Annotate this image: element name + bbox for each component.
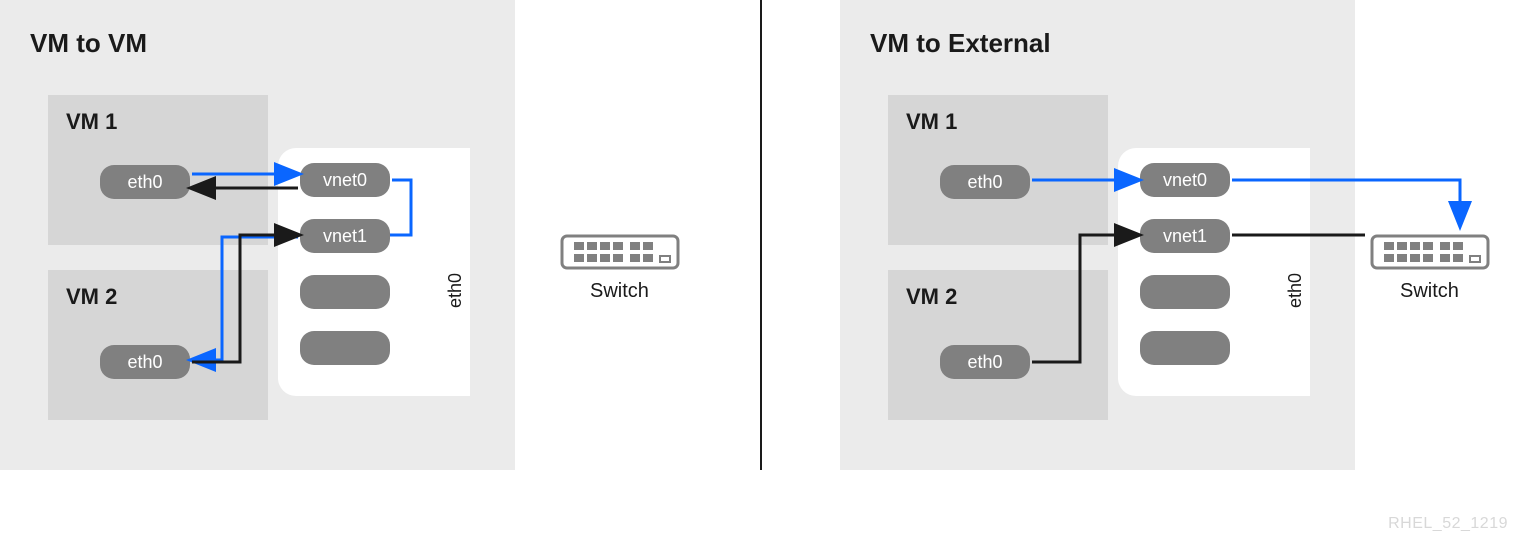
vnet1-left: vnet1: [300, 219, 390, 253]
stub2-left: [300, 331, 390, 365]
switch-icon-left: [560, 228, 680, 276]
vm2-label-left: VM 2: [66, 284, 117, 310]
panel-vm-to-external: VM to External VM 1 eth0 VM 2 eth0 eth0 …: [760, 0, 1520, 541]
vm2-eth0-left: eth0: [100, 345, 190, 379]
stub1-right: [1140, 275, 1230, 309]
vm1-label-left: VM 1: [66, 109, 117, 135]
vm1-eth0-right: eth0: [940, 165, 1030, 199]
title-right: VM to External: [870, 28, 1051, 59]
bridge-eth0-label-right: eth0: [1285, 273, 1306, 308]
vm1-eth0-left: eth0: [100, 165, 190, 199]
switch-icon-right: [1370, 228, 1490, 276]
vm2-eth0-right: eth0: [940, 345, 1030, 379]
stub2-right: [1140, 331, 1230, 365]
stub1-left: [300, 275, 390, 309]
vm1-label-right: VM 1: [906, 109, 957, 135]
switch-label-left: Switch: [590, 280, 649, 303]
bridge-eth0-label-left: eth0: [445, 273, 466, 308]
panel-vm-to-vm: VM to VM VM 1 eth0 VM 2 eth0 eth0 vnet0 …: [0, 0, 760, 541]
vnet0-left: vnet0: [300, 163, 390, 197]
title-left: VM to VM: [30, 28, 147, 59]
vm2-label-right: VM 2: [906, 284, 957, 310]
watermark: RHEL_52_1219: [1388, 515, 1508, 533]
switch-label-right: Switch: [1400, 280, 1459, 303]
vnet0-right: vnet0: [1140, 163, 1230, 197]
vnet1-right: vnet1: [1140, 219, 1230, 253]
